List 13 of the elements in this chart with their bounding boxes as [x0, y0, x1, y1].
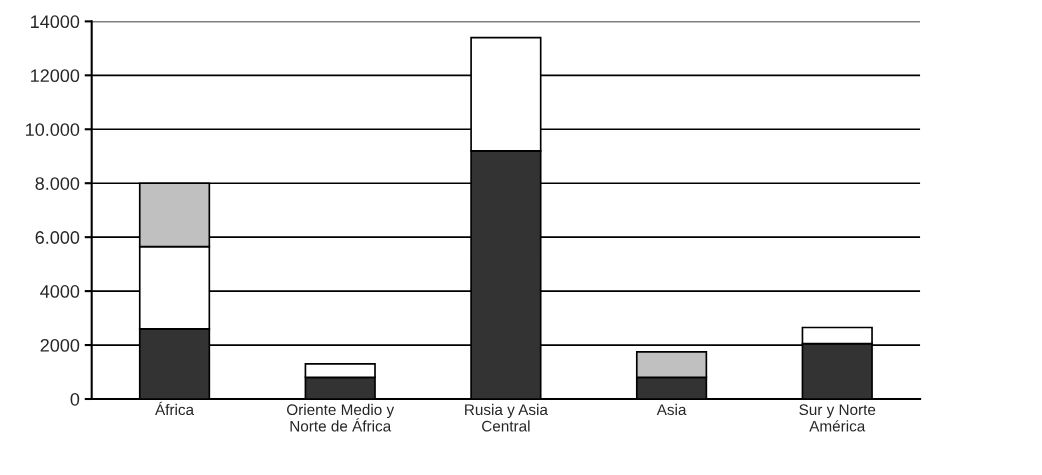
x-tick-label: Asia: [656, 403, 687, 416]
y-tick-label: 12000: [31, 69, 80, 83]
x-tick-label: África: [155, 401, 195, 416]
y-tick-label: 2000: [40, 338, 80, 352]
x-tick-label: Oriente Medio y Norte de África: [287, 403, 395, 432]
y-tick-label: 8.000: [35, 177, 80, 190]
y-tick-label: 4000: [40, 285, 80, 298]
y-tick-label: 10.000: [26, 123, 80, 136]
y-tick-label: 14000: [31, 15, 80, 29]
x-tick-label: Rusia y Asia Central: [465, 403, 548, 432]
y-tick-label: 6.000: [35, 231, 80, 244]
x-tick-label: Sur y Norte América: [799, 404, 876, 432]
y-tick-label: 0: [70, 392, 80, 406]
